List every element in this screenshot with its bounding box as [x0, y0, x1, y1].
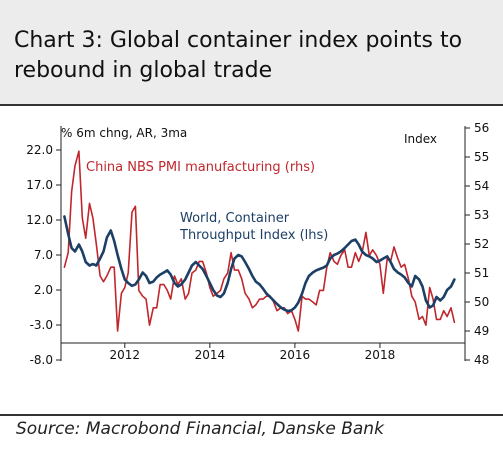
x-tick-label: 2014	[195, 348, 226, 362]
x-tick-label: 2016	[280, 348, 311, 362]
x-tick-label: 2018	[365, 348, 396, 362]
right-tick-label: 48	[474, 353, 489, 367]
right-axis-ticks: 56 55 54 53 52 51 50 49 48	[465, 121, 489, 367]
left-tick-label: 22.0	[26, 143, 53, 157]
legend-label-china-pmi: China NBS PMI manufacturing (rhs)	[86, 160, 315, 175]
right-tick-label: 50	[474, 295, 489, 309]
left-tick-label: 12.0	[26, 213, 53, 227]
left-tick-label: 7.0	[34, 248, 53, 262]
right-tick-label: 53	[474, 208, 489, 222]
left-tick-label: -3.0	[30, 318, 53, 332]
series-lines	[63, 150, 456, 332]
chart-title: Chart 3: Global container index points t…	[14, 28, 463, 83]
chart-area: % 6m chng, AR, 3ma Index China NBS PMI m…	[0, 106, 503, 414]
right-axis-label: Index	[404, 132, 437, 146]
title-panel	[0, 0, 503, 104]
right-tick-label: 49	[474, 324, 489, 338]
left-axis-label: % 6m chng, AR, 3ma	[61, 126, 187, 140]
left-tick-label: -8.0	[30, 353, 53, 367]
x-tick-label: 2012	[110, 348, 141, 362]
right-tick-label: 52	[474, 237, 489, 251]
right-tick-label: 54	[474, 179, 489, 193]
right-tick-label: 51	[474, 266, 489, 280]
left-tick-label: 2.0	[34, 283, 53, 297]
right-tick-label: 56	[474, 121, 489, 135]
legend-label-container-index: World, Container Throughput Index (lhs)	[179, 211, 328, 243]
left-tick-label: 17.0	[26, 178, 53, 192]
title-divider	[0, 104, 503, 106]
series-line-container-index	[63, 215, 456, 313]
x-axis-ticks: 2012 2014 2016 2018	[110, 343, 396, 362]
line-chart: % 6m chng, AR, 3ma Index China NBS PMI m…	[26, 121, 489, 367]
left-axis-ticks: 22.0 17.0 12.0 7.0 2.0 -3.0 -8.0	[26, 143, 61, 367]
right-tick-label: 55	[474, 150, 489, 164]
footer-divider	[0, 414, 503, 416]
source-note: Source: Macrobond Financial, Danske Bank	[16, 419, 384, 439]
